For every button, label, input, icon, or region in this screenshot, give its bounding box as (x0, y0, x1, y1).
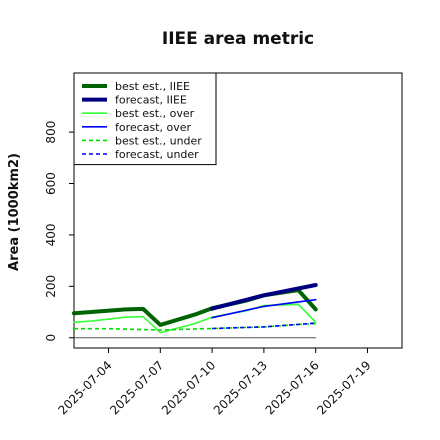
y-axis: 0 200 400 600 800 (44, 121, 74, 342)
legend-label: forecast, under (115, 148, 199, 161)
legend-label: forecast, over (115, 121, 191, 134)
x-tick-label: 2025-07-04 (55, 358, 114, 417)
y-tick-label: 400 (44, 223, 58, 246)
x-tick-label: 2025-07-13 (211, 358, 270, 417)
x-tick-label: 2025-07-10 (159, 358, 218, 417)
legend-box (73, 72, 217, 166)
series-line-5 (212, 322, 316, 330)
y-tick-label: 200 (44, 275, 58, 298)
legend-label: best est., IIEE (115, 80, 190, 93)
chart-title: IIEE area metric (162, 29, 314, 49)
x-tick-label: 2025-07-16 (263, 358, 322, 417)
plot-frame (73, 72, 403, 349)
y-axis-label: Area (1000km2) (7, 153, 22, 271)
y-tick-label: 0 (44, 334, 58, 342)
series-line-1 (210, 283, 318, 311)
series-layer (72, 283, 318, 339)
y-tick-label: 600 (44, 172, 58, 195)
x-tick-label: 2025-07-07 (107, 358, 166, 417)
legend-label: forecast, IIEE (115, 94, 187, 107)
legend-label: best est., under (115, 134, 202, 147)
series-line-3 (211, 298, 317, 319)
y-tick-label: 800 (44, 121, 58, 144)
series-line-4 (74, 322, 316, 331)
legend-label: best est., over (115, 107, 195, 120)
x-tick-label: 2025-07-19 (314, 358, 373, 417)
x-axis: 2025-07-042025-07-072025-07-102025-07-13… (55, 348, 374, 417)
